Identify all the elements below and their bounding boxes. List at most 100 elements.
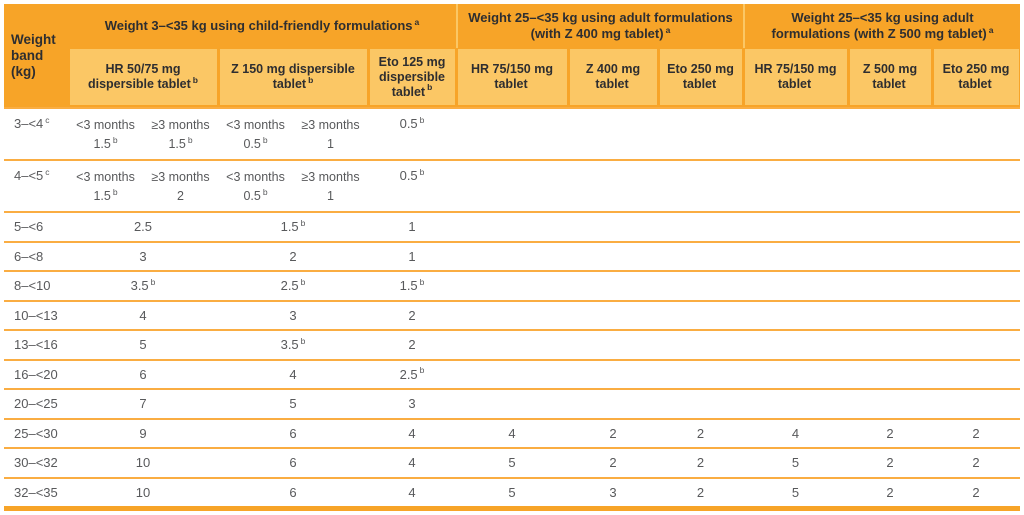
weight-band-cell: 13–<16	[14, 337, 58, 353]
weight-band-cell: 25–<30	[14, 425, 58, 441]
dose-cell: 4	[289, 366, 297, 382]
table-row: 13–<16 5 3.5 b 2	[4, 329, 1020, 359]
table-row: 8–<10 3.5 b 2.5 b 1.5 b	[4, 270, 1020, 300]
column-label: HR 75/150 mg tablet	[471, 62, 553, 91]
age-subcell: ≥3 months 2	[151, 170, 210, 203]
footnote-marker-a: a	[665, 24, 671, 35]
age-subcell: <3 months 1.5 b	[76, 170, 135, 203]
weight-band-cell: 3–<4 c	[14, 114, 50, 131]
column-header-z-400: Z 400 mg tablet	[569, 49, 657, 105]
footnote-marker: b	[300, 217, 306, 228]
column-header-eto-250-z500: Eto 250 mg tablet	[933, 49, 1019, 105]
table-row: 30–<32 10 6 4 5 2 2 5 2 2	[4, 447, 1020, 477]
dose-cell: 5	[791, 455, 800, 471]
column-header-hr-75-150-z400: HR 75/150 mg tablet	[457, 49, 567, 105]
dose-cell: 2	[696, 484, 705, 500]
age-subcell: ≥3 months 1.5 b	[151, 118, 210, 151]
dose-cell-split: <3 months 1.5 b ≥3 months 2	[68, 161, 218, 206]
footnote-marker-b: b	[308, 74, 314, 85]
column-label: Z 150 mg dispersible tablet	[231, 62, 355, 91]
dose-cell: 4	[139, 307, 147, 323]
group-title: Weight 25–<35 kg using adult formulation…	[771, 10, 987, 41]
footnote-marker: b	[419, 365, 425, 376]
dose-cell-split: <3 months 0.5 b ≥3 months 1	[218, 161, 368, 206]
age-subcell: <3 months 0.5 b	[226, 170, 285, 203]
footnote-marker: b	[150, 276, 156, 287]
column-label: Eto 250 mg tablet	[667, 62, 734, 91]
dose-cell: 2	[886, 455, 894, 471]
dose-cell: 5	[289, 396, 297, 412]
dose-cell: 4	[791, 425, 800, 441]
dose-cell: 0.5 b	[399, 114, 425, 131]
table-row: 25–<30 9 6 4 4 2 2 4 2 2	[4, 417, 1020, 448]
dosing-table: Weight band (kg) Weight 3–<35 kg using c…	[4, 4, 1020, 511]
dose-cell: 6	[139, 366, 147, 382]
footnote-marker: b	[262, 186, 268, 197]
column-header-z-500: Z 500 mg tablet	[849, 49, 931, 105]
column-header-eto-125: Eto 125 mg dispersible tablet b	[369, 49, 455, 105]
dose-cell: 4	[408, 455, 416, 471]
table-row: 10–<13 4 3 2	[4, 299, 1020, 330]
dose-cell: 10	[135, 484, 151, 500]
table-row: 5–<6 2.5 1.5 b 1	[4, 211, 1020, 241]
weight-band-cell: 30–<32	[14, 455, 58, 471]
footnote-marker: b	[300, 276, 306, 287]
dose-cell: 2.5 b	[399, 365, 425, 382]
table-row: 16–<20 6 4 2.5 b	[4, 358, 1020, 389]
footnote-marker: c	[45, 114, 50, 125]
age-subcell: ≥3 months 1	[301, 170, 360, 203]
group-header-adult-z400: Weight 25–<35 kg using adult formulation…	[456, 4, 743, 48]
dose-cell: 6	[289, 484, 297, 500]
footnote-marker: b	[419, 276, 425, 287]
footnote-marker-a: a	[414, 16, 420, 27]
dose-cell: 3.5 b	[130, 276, 156, 294]
column-label: Z 400 mg tablet	[585, 62, 641, 91]
table-header: Weight band (kg) Weight 3–<35 kg using c…	[4, 4, 1020, 107]
column-label: Z 500 mg tablet	[862, 62, 918, 91]
column-header-hr-75-150-z500: HR 75/150 mg tablet	[744, 49, 847, 105]
dose-cell: 6	[289, 425, 297, 441]
dose-cell: 10	[135, 455, 151, 471]
table-bottom-bar	[4, 506, 1020, 511]
dose-cell: 5	[508, 455, 516, 471]
dose-cell: 2	[972, 455, 980, 471]
footnote-marker-b: b	[192, 74, 198, 85]
footnote-marker: b	[300, 335, 306, 346]
table-row: 4–<5 c <3 months 1.5 b ≥3 months 2 <3 months 0.5…	[4, 159, 1020, 211]
age-subcell: <3 months 1.5 b	[76, 118, 135, 151]
table-row: 20–<25 7 5 3	[4, 388, 1020, 418]
weight-band-header: Weight band (kg)	[4, 4, 68, 107]
footnote-marker: b	[187, 134, 193, 145]
dose-cell: 2	[609, 455, 617, 471]
dose-cell: 2	[972, 484, 980, 500]
dose-cell: 5	[791, 484, 800, 500]
dose-cell: 2	[696, 425, 705, 441]
table-row: 32–<35 10 6 4 5 3 2 5 2 2	[4, 476, 1020, 507]
column-label: HR 50/75 mg dispersible tablet	[87, 62, 191, 91]
dose-cell: 2	[972, 425, 980, 441]
dose-cell: 4	[508, 425, 516, 441]
age-subcell: <3 months 0.5 b	[226, 118, 285, 151]
dose-cell: 3	[408, 396, 416, 412]
weight-band-cell: 4–<5 c	[14, 166, 50, 183]
weight-band-header-label: Weight band (kg)	[11, 31, 56, 79]
dose-cell: 3	[609, 484, 617, 500]
group-title: Weight 3–<35 kg using child-friendly for…	[104, 18, 413, 33]
dose-cell: 7	[139, 396, 147, 412]
weight-band-cell: 8–<10	[14, 278, 51, 294]
column-header-hr-50-75: HR 50/75 mg dispersible tablet b	[69, 49, 217, 105]
dose-cell: 5	[139, 337, 147, 353]
dose-cell: 2	[696, 455, 705, 471]
dose-cell: 5	[508, 484, 516, 500]
dose-cell: 4	[408, 484, 416, 500]
column-label: HR 75/150 mg tablet	[754, 62, 837, 91]
weight-band-cell: 10–<13	[14, 307, 58, 323]
dose-cell: 2.5	[133, 219, 153, 235]
dose-cell: 9	[139, 425, 147, 441]
dose-cell: 0.5 b	[399, 166, 425, 183]
footnote-marker: b	[419, 114, 425, 125]
dose-cell: 2	[609, 425, 617, 441]
dose-cell: 2	[408, 337, 416, 353]
footnote-marker: b	[112, 186, 118, 197]
